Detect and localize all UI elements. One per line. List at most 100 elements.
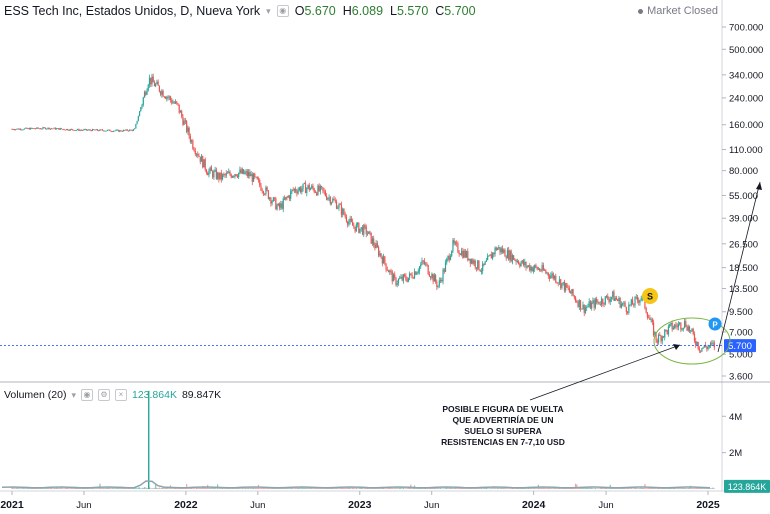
volume-bar [276, 488, 278, 489]
candle-body [77, 129, 79, 131]
volume-bar [173, 487, 175, 489]
volume-bar [453, 487, 455, 489]
candle-body [208, 170, 210, 176]
candle-body [210, 167, 213, 172]
candle-body [173, 102, 175, 104]
candle-body [695, 340, 697, 345]
volume-bar [252, 487, 255, 489]
candle-body [515, 259, 517, 262]
volume-bar [390, 487, 392, 489]
volume-bar [685, 488, 687, 489]
candle-body [41, 128, 43, 130]
candle-body [474, 260, 476, 268]
candle-body [636, 296, 639, 301]
volume-bar [352, 487, 354, 489]
volume-bar [127, 488, 130, 489]
candle-body [432, 273, 434, 282]
candle-body [378, 247, 380, 256]
volume-bar [344, 487, 346, 489]
volume-bar [406, 488, 408, 489]
volume-bar [371, 488, 374, 489]
volume-bar [643, 487, 645, 489]
volume-bar [301, 487, 303, 489]
volume-bar [98, 487, 100, 489]
volume-bar [577, 487, 579, 489]
volume-bar [272, 487, 274, 489]
candle-body [573, 295, 575, 298]
volume-bar [605, 487, 608, 489]
volume-bar [342, 487, 344, 489]
badge-p-icon[interactable] [708, 317, 722, 331]
volume-bar [119, 488, 121, 489]
candle-body [163, 96, 165, 98]
candle-body [527, 265, 530, 267]
candle-body [348, 221, 350, 225]
open-value: 5.670 [304, 4, 336, 18]
candle-body [635, 296, 637, 298]
volume-bar [386, 488, 388, 489]
candle-body [416, 272, 418, 275]
close-icon[interactable]: × [114, 389, 127, 401]
candle-body [441, 279, 443, 282]
volume-bar [677, 487, 679, 489]
candle-body [67, 129, 69, 131]
volume-bar [679, 488, 681, 489]
volume-bar [483, 487, 485, 489]
candle-body [85, 129, 87, 131]
candle-body [609, 298, 611, 302]
badge-s-icon[interactable] [642, 288, 658, 304]
volume-bar [676, 488, 678, 489]
candle-body [686, 326, 688, 331]
last-price-label: 5.700 [728, 341, 752, 352]
volume-label: Volumen (20) [4, 389, 67, 401]
candle-body [313, 188, 315, 193]
volume-bar [182, 488, 184, 489]
candle-body [83, 129, 85, 131]
volume-bar [433, 487, 435, 489]
volume-bar [470, 488, 473, 489]
candle-body [578, 300, 580, 307]
eye-icon[interactable]: ◉ [276, 5, 289, 17]
volume-bar [70, 487, 73, 489]
candle-body [509, 250, 511, 260]
settings-icon[interactable]: ⚙ [97, 389, 110, 401]
candle-body [49, 128, 51, 130]
candle-body [63, 129, 65, 130]
candle-body [406, 279, 408, 282]
candle-body [230, 174, 232, 178]
candle-body [650, 319, 652, 321]
chevron-down-icon[interactable]: ▾ [71, 389, 76, 400]
volume-bar [322, 488, 324, 489]
volume-bar [243, 488, 245, 489]
volume-bar [129, 488, 131, 489]
price-tick-label: 39.000 [729, 214, 758, 225]
candle-body [594, 299, 596, 308]
chevron-down-icon[interactable]: ▾ [266, 5, 271, 16]
candle-body [361, 227, 364, 235]
candle-body [608, 299, 610, 302]
eye-icon[interactable]: ◉ [80, 389, 93, 401]
volume-bar [489, 488, 491, 489]
candle-body [674, 324, 676, 328]
volume-bar [167, 487, 169, 489]
time-tick-label: 2021 [0, 499, 24, 511]
volume-bar [219, 487, 221, 489]
volume-bar [586, 487, 588, 489]
candle-body [44, 127, 47, 130]
candle-body [610, 296, 613, 299]
volume-bar [451, 488, 453, 489]
volume-bar [420, 488, 422, 489]
candle-body [368, 231, 370, 234]
candle-body [373, 238, 375, 246]
candle-body [570, 291, 572, 294]
candle-body [452, 240, 454, 251]
volume-bar [236, 487, 239, 489]
candle-body [213, 171, 215, 178]
candle-body [255, 176, 257, 178]
price-tick-label: 18.500 [729, 263, 758, 274]
candle-body [96, 129, 99, 131]
volume-bar [63, 488, 65, 489]
volume-bar [23, 488, 25, 489]
